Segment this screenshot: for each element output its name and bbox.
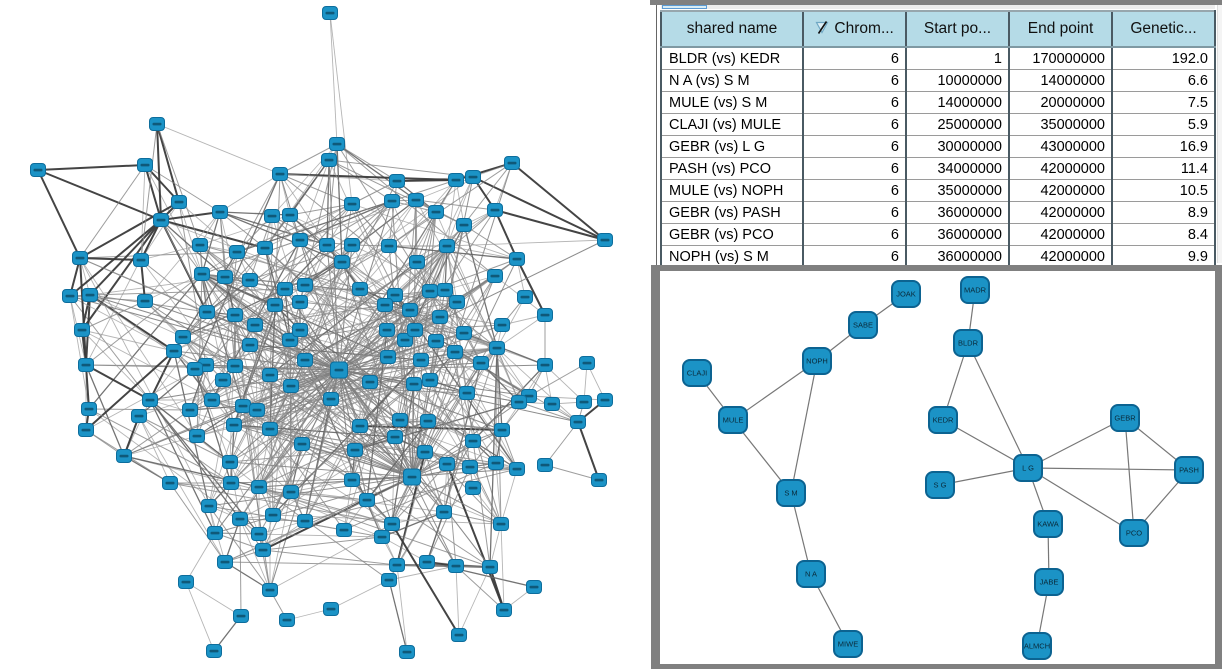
svg-text:MULE: MULE — [723, 416, 744, 425]
svg-text:CLAJI: CLAJI — [687, 369, 707, 378]
svg-text:MIWE: MIWE — [838, 640, 858, 649]
svg-text:L G: L G — [1022, 464, 1034, 473]
svg-text:KEDR: KEDR — [933, 416, 954, 425]
svg-text:JOAK: JOAK — [896, 290, 916, 299]
svg-text:N A: N A — [805, 570, 817, 579]
svg-text:PCO: PCO — [1126, 529, 1142, 538]
svg-text:GEBR: GEBR — [1114, 414, 1136, 423]
svg-text:NOPH: NOPH — [806, 357, 828, 366]
svg-text:S M: S M — [784, 489, 797, 498]
svg-text:SABE: SABE — [853, 321, 873, 330]
svg-text:PASH: PASH — [1179, 466, 1199, 475]
svg-text:BLDR: BLDR — [958, 339, 979, 348]
svg-text:KAWA: KAWA — [1037, 520, 1059, 529]
svg-text:ALMCH: ALMCH — [1024, 642, 1050, 651]
svg-text:JABE: JABE — [1040, 578, 1059, 587]
svg-text:S G: S G — [934, 481, 947, 490]
svg-text:MADR: MADR — [964, 286, 987, 295]
